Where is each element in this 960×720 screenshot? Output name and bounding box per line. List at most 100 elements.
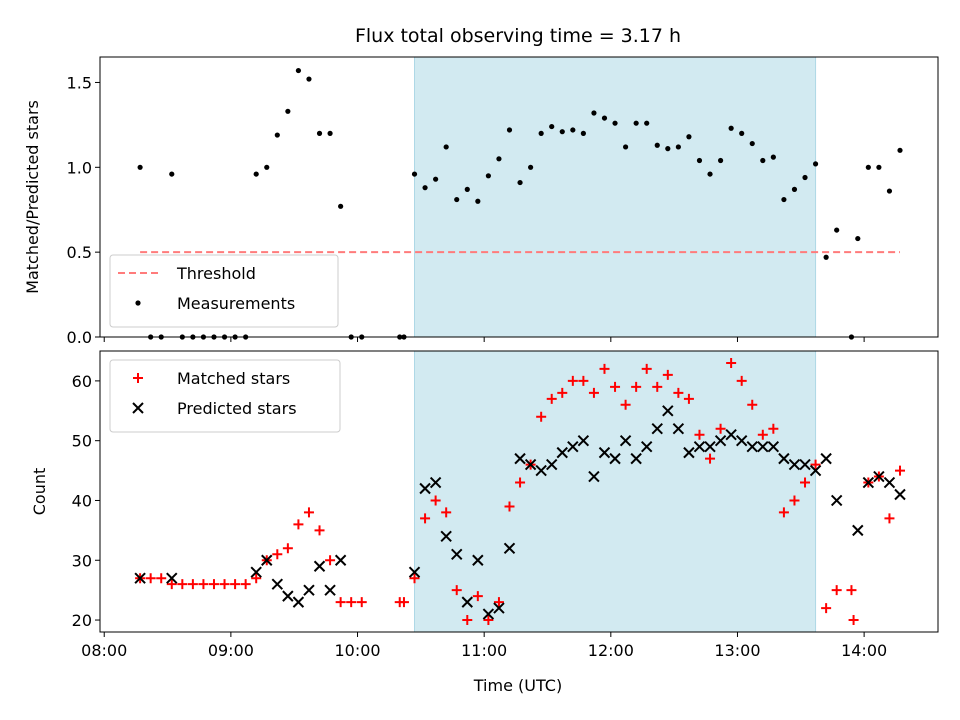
measurements-point: [306, 76, 312, 82]
measurements-point: [601, 115, 608, 121]
predicted-stars-point: [440, 530, 452, 543]
matched-stars-point: [462, 615, 473, 626]
matched-stars-point: [177, 579, 188, 590]
matched-stars-point: [504, 501, 515, 512]
predicted-stars-point: [451, 548, 463, 560]
predicted-stars-point: [757, 440, 769, 453]
matched-stars-point: [831, 585, 842, 596]
predicted-stars-point: [461, 596, 473, 608]
measurements-point: [728, 125, 734, 131]
predicted-stars-point: [134, 572, 146, 584]
matched-stars-point: [293, 519, 304, 530]
matched-stars-point: [208, 579, 219, 590]
measurements-point: [549, 123, 555, 130]
measurements-point: [496, 156, 502, 162]
ratio-shaded-interval: [414, 56, 817, 338]
matched-stars-point: [789, 495, 800, 506]
predicted-stars-point: [862, 476, 875, 489]
measurements-point: [686, 134, 692, 140]
ratio-y-tick-label: 0.0: [67, 328, 92, 347]
predicted-stars-point: [524, 458, 537, 471]
predicted-stars-point: [503, 542, 516, 555]
measurements-point: [464, 186, 470, 192]
predicted-stars-legend-marker: [132, 402, 144, 414]
predicted-stars-point: [767, 440, 780, 453]
measurements-point: [876, 164, 882, 170]
measurements-point: [739, 130, 745, 136]
measurements-point: [781, 196, 787, 203]
measurements-point: [253, 171, 259, 177]
measurements-point: [580, 130, 586, 136]
measurements-point: [696, 157, 703, 164]
measurements-point: [475, 198, 481, 204]
predicted-stars-point: [535, 464, 547, 477]
matched-stars-point: [705, 453, 716, 464]
count-y-tick-label: 30: [72, 551, 92, 570]
matched-stars-point: [346, 597, 357, 608]
measurements-point: [528, 164, 534, 170]
ratio-panel: 0.0 0.5 1.0 1.5 Matched/Predicted stars Thres…: [23, 56, 939, 347]
matched-stars-point: [736, 375, 747, 386]
measurements-point: [633, 120, 639, 126]
ratio-y-tick-label: 1.0: [67, 158, 92, 177]
ratio-legend-box: [109, 254, 339, 328]
measurements-point: [612, 120, 618, 126]
matched-stars-point: [335, 597, 346, 608]
predicted-stars-point: [714, 434, 727, 447]
count-y-tick-label: 20: [72, 611, 92, 630]
measurements-point: [717, 157, 724, 164]
measurements-point: [886, 188, 893, 194]
matched-stars-point: [846, 585, 857, 596]
matched-stars-point: [652, 381, 663, 392]
predicted-stars-point: [261, 554, 273, 566]
matched-stars-point: [821, 603, 832, 614]
matched-stars-point: [610, 381, 621, 392]
ratio-y-axis-label: Matched/Predicted stars: [23, 100, 42, 294]
predicted-stars-point: [735, 434, 748, 447]
predicted-stars-point: [609, 452, 621, 465]
x-tick-label: 14:00: [841, 641, 887, 660]
matched-stars-point: [673, 387, 684, 398]
predicted-stars-point: [588, 470, 600, 483]
measurements-point: [707, 171, 713, 177]
matched-stars-point: [567, 375, 578, 386]
matched-stars-point: [726, 357, 737, 368]
predicted-stars-point: [788, 458, 801, 471]
measurements-point: [675, 144, 681, 150]
matched-stars-point: [325, 555, 336, 566]
predicted-stars-point: [567, 440, 579, 453]
measurements-point: [559, 129, 565, 135]
measurements-point: [749, 140, 755, 147]
predicted-stars-point: [672, 423, 685, 435]
matched-stars-point: [884, 513, 895, 524]
predicted-stars-point: [683, 446, 695, 459]
matched-stars-point: [715, 423, 726, 434]
predicted-stars-point: [482, 608, 495, 620]
matched-stars-point: [757, 429, 768, 440]
measurements-legend-marker: [135, 300, 141, 306]
matched-stars-point: [303, 507, 314, 518]
measurements-point: [338, 203, 344, 209]
predicted-stars-point: [693, 440, 706, 453]
predicted-stars-point: [546, 458, 558, 471]
x-tick-label: 09:00: [208, 641, 254, 660]
count-y-tick-label: 50: [72, 432, 92, 451]
count-legend: Matched stars Predicted stars: [109, 359, 341, 433]
predicted-stars-point: [419, 482, 431, 495]
count-y-tick-label: 60: [72, 372, 92, 391]
x-tick-label: 10:00: [334, 641, 380, 660]
count-legend-box: [109, 359, 341, 433]
predicted-stars-point: [704, 440, 716, 453]
matched-stars-point: [145, 573, 156, 584]
predicted-stars-point: [852, 524, 864, 537]
x-tick-label: 08:00: [81, 641, 127, 660]
predicted-stars-point: [619, 434, 632, 447]
predicted-stars-point: [894, 488, 906, 501]
matched-stars-point: [314, 525, 325, 536]
measurements-point: [411, 171, 418, 177]
matched-stars-point: [272, 549, 283, 560]
predicted-stars-point: [282, 590, 294, 602]
matched-stars-point: [578, 375, 589, 386]
matched-stars-point: [778, 507, 789, 518]
matched-stars-point: [198, 579, 209, 590]
